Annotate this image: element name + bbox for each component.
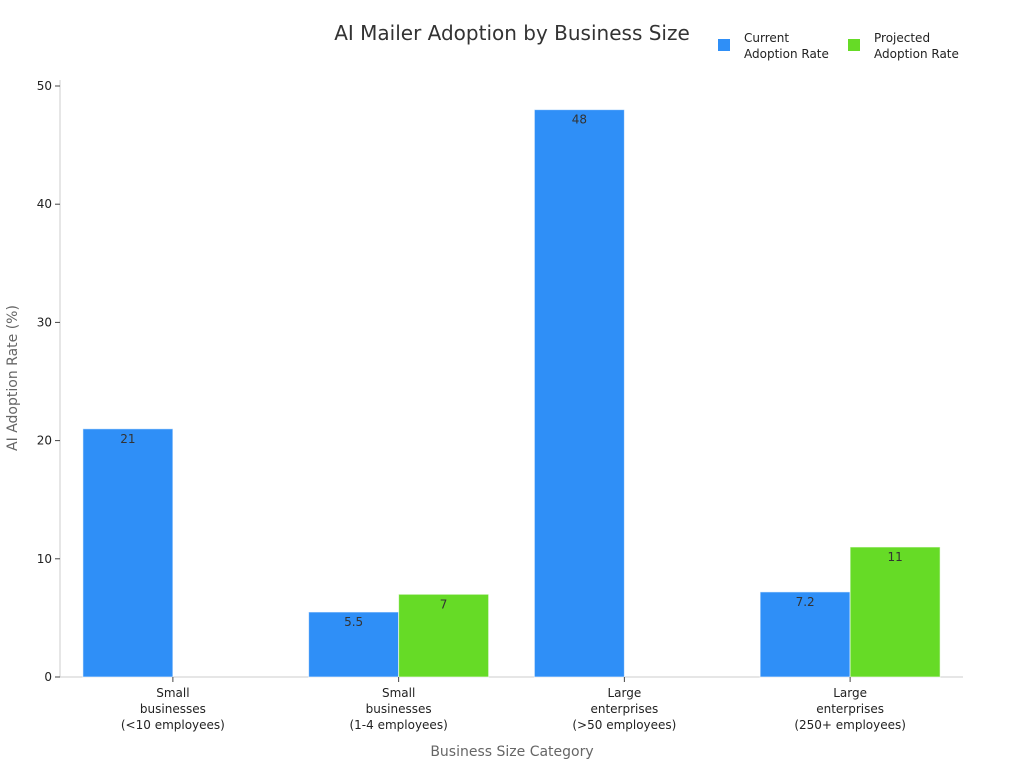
legend: Current Adoption Rate Projected Adoption Ra… <box>718 31 959 61</box>
bar-value-label: 21 <box>120 432 135 446</box>
y-tick-label: 0 <box>44 670 52 684</box>
x-tick-label-line: enterprises <box>590 702 658 716</box>
x-tick-label-line: (1-4 employees) <box>349 718 447 732</box>
y-tick-label: 30 <box>37 315 52 329</box>
legend-label: Current Adoption Rate <box>744 31 829 61</box>
legend-swatch <box>848 39 860 51</box>
legend-label-line: Current <box>744 31 789 45</box>
x-tick-label-line: (<10 employees) <box>121 718 225 732</box>
bar-value-label: 5.5 <box>344 615 363 629</box>
y-axis-title: AI Adoption Rate (%) <box>5 305 21 451</box>
bar-current <box>759 591 851 678</box>
y-tick-label: 50 <box>37 79 52 93</box>
x-tick-label: Small businesses (1-4 employees) <box>349 686 447 732</box>
bar-current <box>308 611 400 678</box>
x-tick-label-line: businesses <box>366 702 432 716</box>
x-tick-label: Large enterprises (250+ employees) <box>794 686 906 732</box>
bar-projected <box>849 546 941 678</box>
bar-current <box>82 428 174 678</box>
x-tick-label-line: businesses <box>140 702 206 716</box>
x-tick-label: Large enterprises (>50 employees) <box>572 686 676 732</box>
bars: 21 5.5 7 48 7.2 11 <box>82 109 941 678</box>
x-tick-label-line: enterprises <box>816 702 884 716</box>
legend-label-line: Adoption Rate <box>744 47 829 61</box>
y-tick-label: 20 <box>37 434 52 448</box>
y-tick-label: 10 <box>37 552 52 566</box>
x-tick-label-line: Large <box>607 686 641 700</box>
bar-projected <box>398 593 490 678</box>
bar-value-label: 7 <box>440 597 448 611</box>
chart-title: AI Mailer Adoption by Business Size <box>334 21 690 45</box>
x-tick-label-line: Small <box>156 686 189 700</box>
x-tick-label: Small businesses (<10 employees) <box>121 686 225 732</box>
x-axis-categories: Small businesses (<10 employees) Small busin… <box>121 677 906 732</box>
x-tick-label-line: (250+ employees) <box>794 718 906 732</box>
y-axis-ticks: 0 10 20 30 40 50 <box>37 79 60 684</box>
x-tick-label-line: Small <box>382 686 415 700</box>
bar-current <box>533 109 625 678</box>
legend-label-line: Projected <box>874 31 930 45</box>
x-tick-label-line: (>50 employees) <box>572 718 676 732</box>
legend-label: Projected Adoption Rate <box>874 31 959 61</box>
y-tick-label: 40 <box>37 197 52 211</box>
legend-swatch <box>718 39 730 51</box>
bar-value-label: 48 <box>572 113 587 127</box>
x-axis-title: Business Size Category <box>430 744 593 760</box>
x-tick-label-line: Large <box>833 686 867 700</box>
bar-value-label: 7.2 <box>796 595 815 609</box>
legend-label-line: Adoption Rate <box>874 47 959 61</box>
bar-value-label: 11 <box>887 550 902 564</box>
